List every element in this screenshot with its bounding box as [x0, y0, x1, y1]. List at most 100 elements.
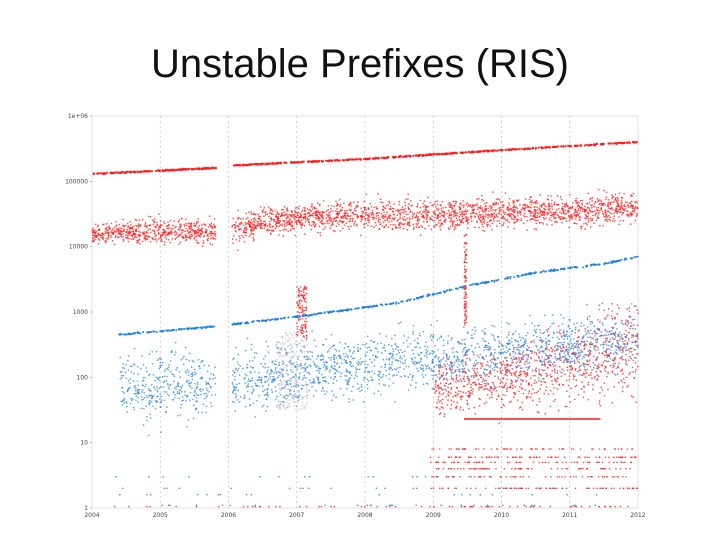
red-data-point — [492, 191, 494, 193]
red-data-point — [484, 384, 486, 387]
red-data-point — [520, 378, 522, 381]
red-data-point — [587, 398, 590, 401]
red-data-point — [470, 505, 472, 508]
blue-data-point — [544, 352, 547, 355]
red-data-point — [296, 206, 298, 209]
red-data-point — [109, 234, 112, 237]
red-data-point — [404, 219, 406, 221]
red-data-point — [535, 228, 538, 231]
red-data-point — [627, 349, 629, 351]
red-data-point — [590, 371, 592, 374]
red-data-point — [411, 217, 414, 220]
red-data-point — [483, 217, 485, 220]
red-data-point — [463, 246, 465, 248]
red-data-point — [592, 337, 595, 340]
red-data-point — [555, 380, 558, 383]
red-data-point — [566, 405, 568, 408]
red-data-point — [422, 202, 424, 205]
red-data-point — [594, 349, 597, 352]
red-data-point — [315, 207, 318, 210]
red-data-point — [502, 211, 505, 214]
red-data-point — [286, 210, 288, 212]
red-data-point — [600, 467, 602, 470]
red-data-point — [527, 487, 530, 490]
red-data-point — [631, 318, 634, 321]
red-data-point — [506, 213, 508, 216]
red-data-point — [439, 412, 442, 414]
red-data-point — [131, 227, 134, 230]
red-data-point — [536, 404, 538, 406]
red-data-point — [600, 202, 602, 205]
blue-data-point — [253, 370, 256, 373]
red-data-point — [152, 237, 154, 240]
red-data-point — [447, 399, 449, 402]
red-data-point — [586, 211, 589, 214]
red-data-point — [448, 456, 451, 459]
red-data-point — [279, 505, 281, 508]
red-data-point — [581, 199, 584, 202]
red-data-point — [632, 359, 635, 362]
red-data-point — [589, 210, 592, 212]
red-data-point — [306, 208, 309, 210]
red-data-point — [574, 487, 577, 490]
red-data-point — [430, 461, 432, 464]
red-data-point — [313, 221, 316, 224]
red-data-point — [443, 363, 446, 366]
red-data-point — [520, 219, 523, 222]
red-data-point — [580, 144, 583, 147]
red-data-point — [550, 202, 553, 205]
red-data-point — [617, 141, 620, 144]
red-data-point — [584, 328, 587, 330]
red-data-point — [574, 222, 577, 225]
red-data-point — [549, 405, 552, 408]
red-data-point — [606, 330, 608, 333]
red-data-point — [496, 370, 499, 373]
red-data-point — [136, 236, 138, 239]
red-data-point — [301, 160, 304, 163]
red-data-point — [349, 201, 352, 204]
blue-series-points — [115, 255, 639, 507]
red-data-point — [328, 211, 330, 214]
red-data-point — [273, 162, 276, 165]
red-data-point — [489, 397, 491, 399]
red-data-point — [327, 205, 330, 207]
red-data-point — [128, 505, 130, 508]
red-data-point — [621, 213, 623, 216]
red-data-point — [304, 320, 306, 323]
red-data-point — [197, 231, 200, 234]
blue-data-point — [244, 377, 247, 379]
red-data-point — [288, 222, 291, 225]
red-data-point — [513, 210, 515, 213]
red-data-point — [209, 230, 212, 233]
red-data-point — [454, 391, 457, 394]
red-data-point — [551, 380, 553, 382]
red-data-point — [533, 206, 536, 209]
red-data-point — [516, 399, 519, 401]
red-data-point — [377, 218, 380, 221]
red-data-point — [556, 372, 559, 374]
red-data-point — [624, 358, 627, 361]
red-data-point — [291, 224, 294, 227]
red-data-point — [122, 232, 124, 235]
red-data-point — [569, 207, 571, 210]
red-data-point — [619, 505, 622, 508]
red-data-point — [573, 213, 576, 216]
red-data-point — [524, 216, 526, 218]
red-data-point — [478, 386, 480, 389]
red-data-point — [586, 456, 588, 459]
red-data-point — [437, 222, 440, 224]
red-data-point — [496, 220, 499, 222]
red-data-point — [578, 355, 581, 357]
red-data-point — [510, 400, 512, 403]
blue-data-point — [543, 360, 545, 362]
red-data-point — [605, 191, 608, 194]
red-data-point — [343, 209, 346, 212]
red-data-point — [625, 209, 628, 212]
red-data-point — [257, 221, 259, 223]
red-data-point — [538, 487, 540, 490]
red-data-point — [297, 287, 300, 290]
red-data-point — [388, 215, 390, 217]
red-data-point — [492, 217, 495, 220]
red-data-point — [489, 456, 491, 459]
red-data-point — [305, 306, 308, 309]
